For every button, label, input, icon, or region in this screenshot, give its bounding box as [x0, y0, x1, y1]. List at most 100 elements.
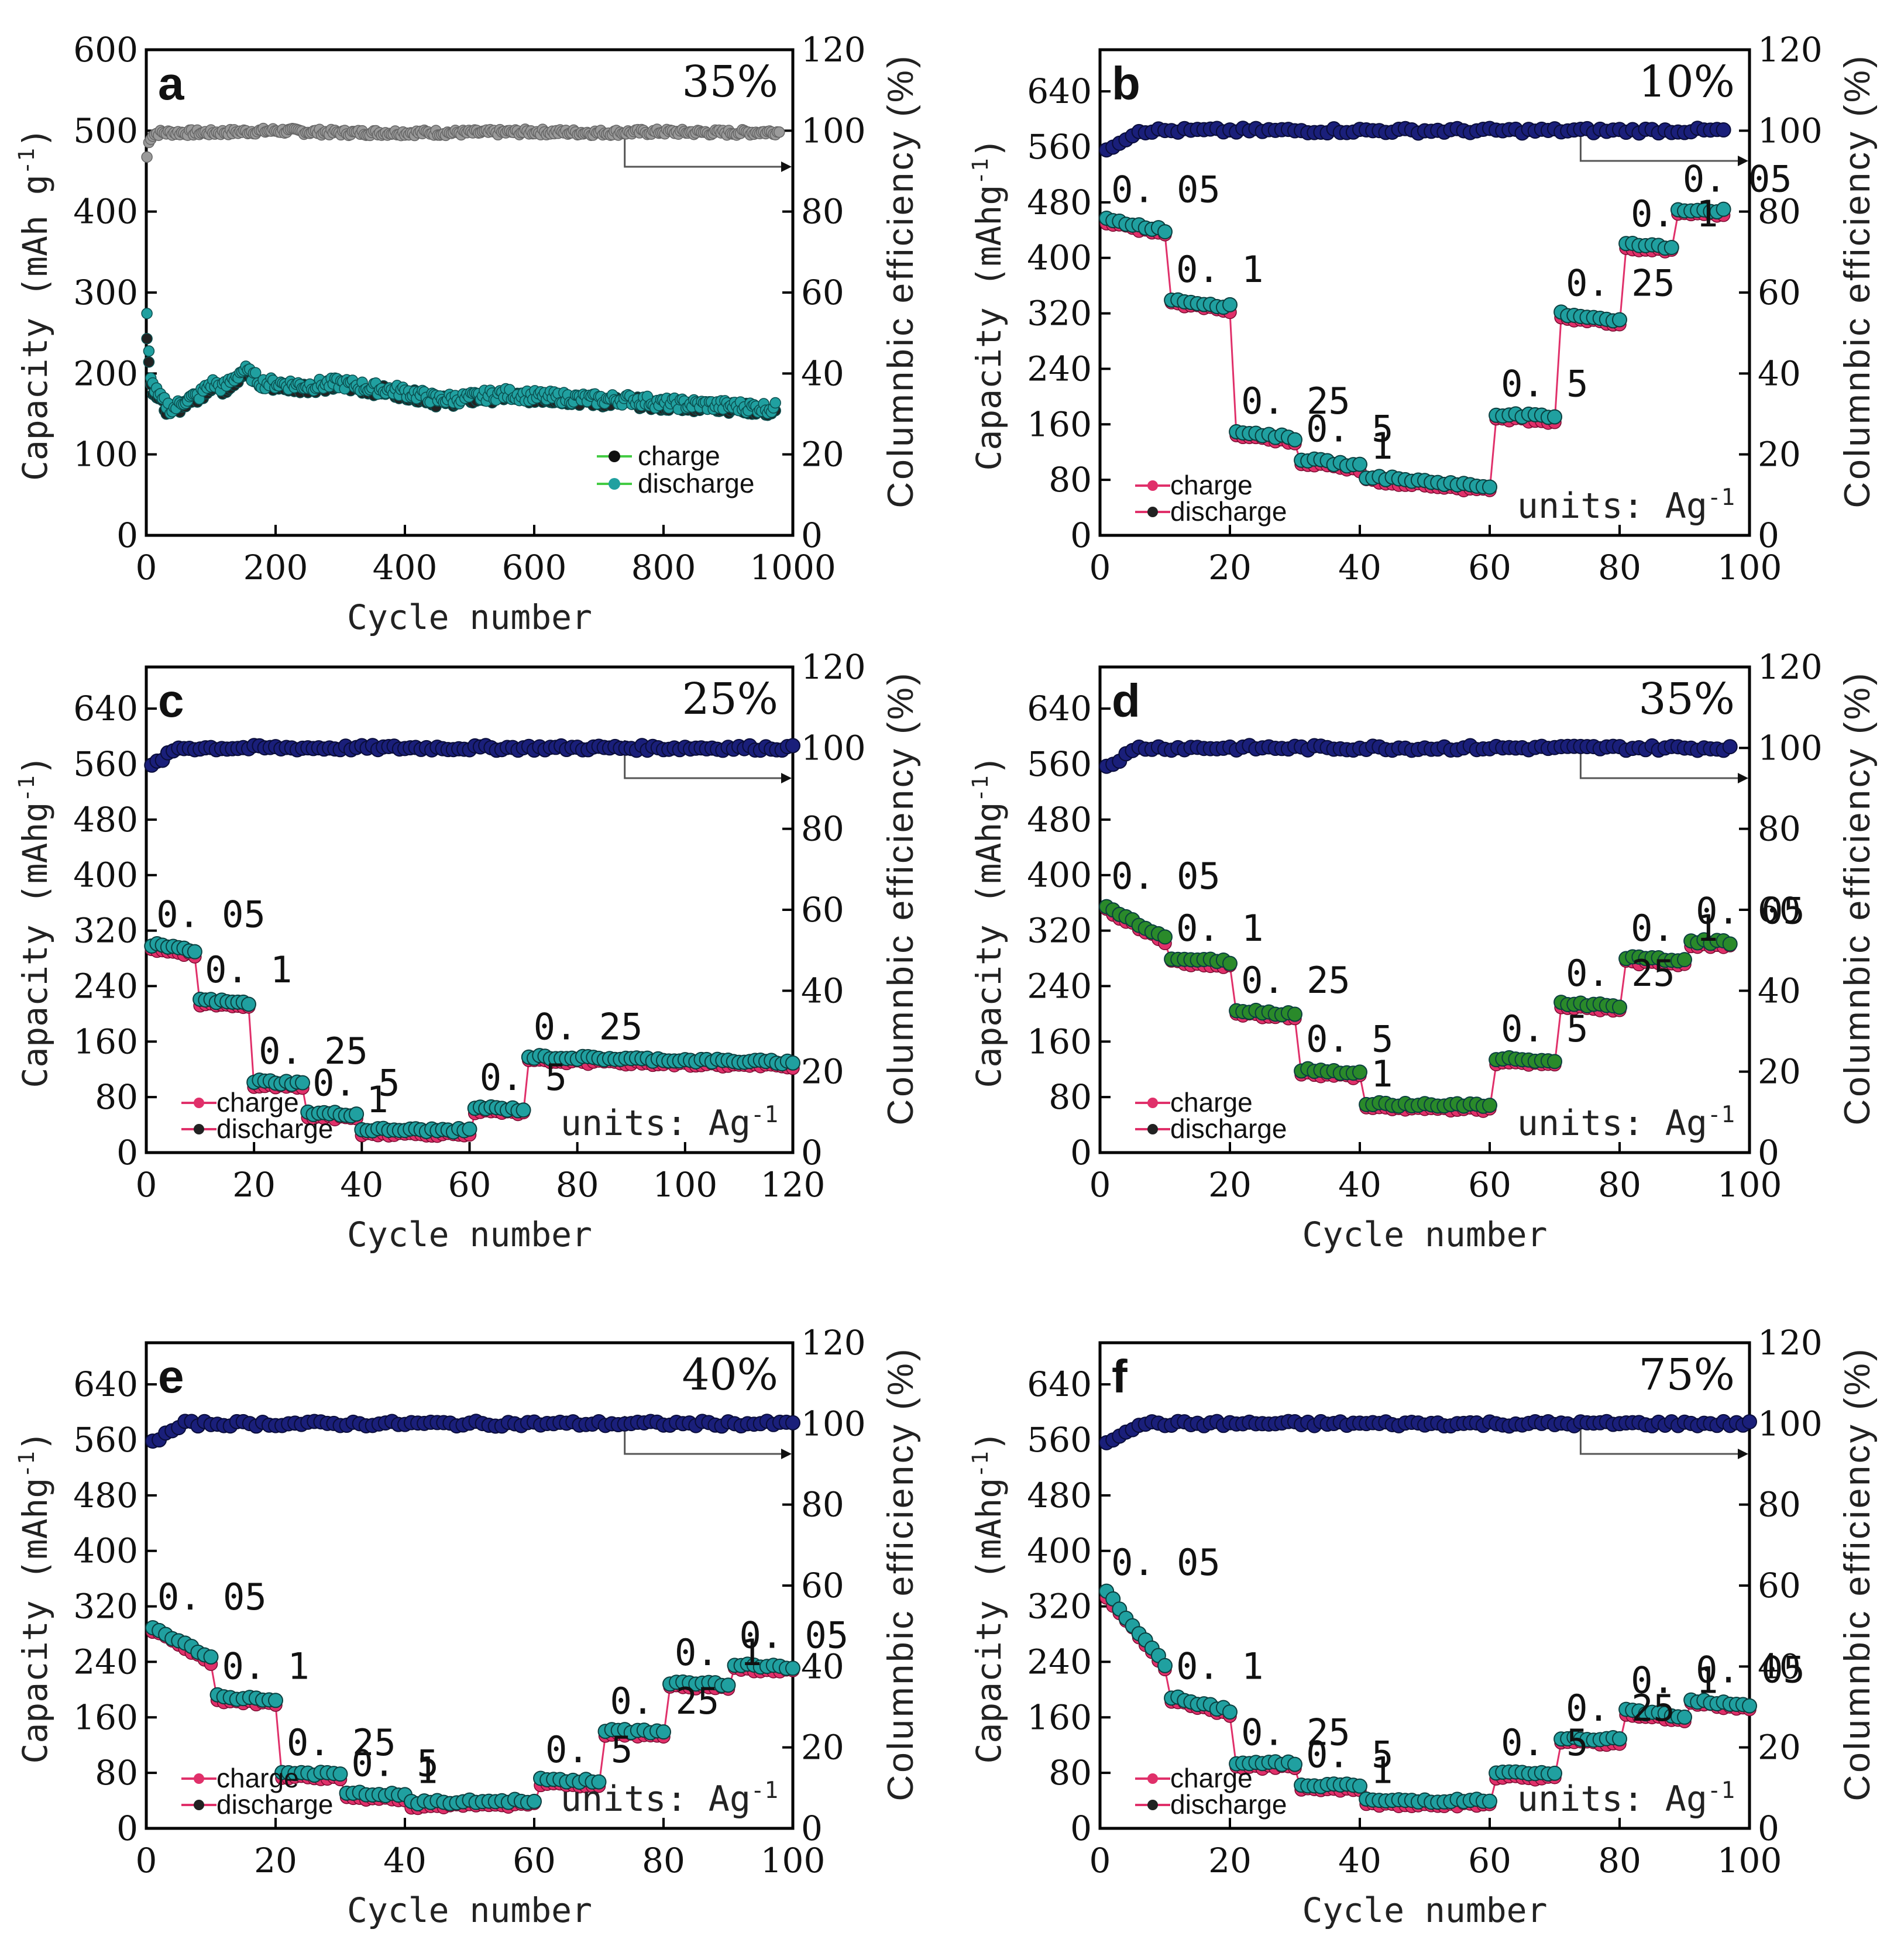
percent-label: 10%: [1639, 57, 1735, 107]
legend-charge: charge: [1170, 470, 1253, 500]
discharge-point: [1157, 224, 1173, 240]
rate-label: 0. 05: [157, 1576, 267, 1618]
y2-tick-label: 60: [801, 273, 844, 312]
legend-marker-discharge: [609, 478, 620, 490]
legend-marker-discharge: [194, 1800, 204, 1810]
x-tick-label: 0: [136, 1841, 157, 1880]
x-axis-label: Cycle number: [1302, 1890, 1547, 1930]
y-tick-label: 400: [1027, 1531, 1092, 1571]
rate-label: 0. 5: [1501, 1721, 1588, 1764]
rate-label: 0. 25: [1241, 380, 1350, 422]
y2-tick-label: 0: [1758, 1808, 1779, 1848]
x-axis-label: Cycle number: [1302, 1215, 1547, 1254]
y-tick-label: 640: [73, 689, 138, 728]
rate-label: 0. 25: [1241, 1711, 1350, 1753]
y-tick-label: 560: [1027, 1420, 1092, 1460]
y-tick-label: 480: [1027, 1476, 1092, 1515]
y2-tick-label: 20: [801, 1052, 844, 1092]
legend-charge: charge: [1170, 1763, 1253, 1793]
panel-b: 0 20 40 60 80 1000801602403204004805606400204…: [967, 30, 1878, 587]
y-tick-label: 0: [1070, 1808, 1092, 1848]
discharge-point: [1677, 952, 1692, 968]
y2-tick-label: 0: [1758, 515, 1779, 555]
y-tick-label: 640: [73, 1364, 138, 1404]
y-tick-label: 0: [116, 515, 138, 555]
rate-label: 0. 05: [1111, 1541, 1221, 1584]
rate-label: 1: [1371, 1749, 1393, 1792]
y2-tick-label: 120: [801, 30, 866, 70]
efficiency-axis-arrow: [624, 129, 781, 168]
y-tick-label: 560: [1027, 744, 1092, 784]
y-tick-label: 160: [73, 1697, 138, 1737]
panel-d: 0 20 40 60 80 1000801602403204004805606400204…: [967, 647, 1878, 1254]
legend-marker-discharge: [1147, 1800, 1158, 1810]
y2-tick-label: 20: [801, 435, 844, 474]
y-tick-label: 80: [1049, 460, 1092, 500]
y2-tick-label: 100: [1758, 111, 1823, 150]
rate-label: 1: [416, 1749, 438, 1792]
legend-marker-discharge: [1147, 1124, 1158, 1134]
rate-label: 0. 05: [1683, 158, 1792, 201]
units-label: units: Ag-1: [561, 1777, 778, 1820]
legend-discharge: discharge: [1170, 496, 1287, 527]
units-label: units: Ag-1: [561, 1102, 778, 1144]
y-tick-label: 80: [95, 1077, 138, 1117]
rate-label: 0. 25: [610, 1680, 720, 1722]
discharge-point: [1677, 1709, 1692, 1725]
y2-tick-label: 80: [801, 192, 844, 232]
x-tick-label: 1000: [750, 548, 836, 587]
legend-marker-discharge: [194, 1124, 204, 1134]
efficiency-point: [1742, 1414, 1757, 1430]
efficiency-point: [785, 738, 800, 754]
y2-axis-label: Columnbic efficiency (%): [881, 1346, 921, 1801]
rate-label: 0. 5: [1306, 408, 1393, 451]
y2-tick-label: 40: [801, 353, 844, 393]
y-tick-label: 160: [73, 1022, 138, 1061]
x-tick-label: 20: [232, 1165, 276, 1205]
units-label: units: Ag-1: [1517, 1102, 1735, 1144]
y-tick-label: 640: [1027, 1364, 1092, 1404]
discharge-point: [143, 345, 155, 357]
rate-label: 0. 05: [1111, 855, 1221, 898]
x-tick-label: 80: [1598, 548, 1641, 587]
rate-label: 0. 1: [1176, 1645, 1263, 1688]
efficiency-point: [1722, 739, 1738, 755]
y-tick-label: 240: [1027, 966, 1092, 1006]
y-tick-label: 160: [1027, 1022, 1092, 1061]
y-tick-label: 560: [1027, 127, 1092, 167]
y2-tick-label: 0: [1758, 1133, 1779, 1172]
x-tick-label: 200: [243, 548, 308, 587]
y-tick-label: 80: [95, 1753, 138, 1793]
y2-tick-label: 0: [801, 1133, 823, 1172]
arrow-head: [781, 161, 792, 172]
discharge-point: [268, 1693, 283, 1708]
rate-label: 0. 1: [675, 1631, 762, 1674]
discharge-point: [203, 1649, 219, 1665]
y2-tick-label: 80: [801, 1485, 844, 1525]
efficiency-point: [1716, 122, 1731, 138]
discharge-point: [769, 397, 781, 409]
y-tick-label: 400: [73, 192, 138, 232]
legend-discharge: discharge: [216, 1113, 333, 1144]
efficiency-point: [774, 126, 785, 138]
rate-label: 0. 05: [1696, 1649, 1805, 1691]
units-label: units: Ag-1: [1517, 1777, 1735, 1820]
arrow-head: [781, 773, 792, 783]
x-tick-label: 60: [1468, 1841, 1511, 1880]
legend-marker-charge: [194, 1098, 204, 1108]
y-tick-label: 640: [1027, 71, 1092, 111]
y2-tick-label: 100: [801, 1404, 866, 1443]
units-label: units: Ag-1: [1517, 484, 1735, 527]
y-tick-label: 160: [1027, 404, 1092, 444]
discharge-point: [1287, 1006, 1302, 1022]
x-axis-label: Cycle number: [347, 1890, 592, 1930]
rate-label: 0. 1: [1631, 192, 1718, 235]
discharge-point: [515, 1102, 531, 1118]
y-axis-label: Capacity (mAhg-1): [13, 1431, 55, 1763]
y2-tick-label: 80: [1758, 809, 1801, 849]
discharge-point: [1612, 312, 1627, 328]
y-tick-label: 240: [73, 1642, 138, 1682]
y-tick-label: 560: [73, 1420, 138, 1460]
rate-label: 0. 25: [1241, 959, 1350, 1002]
discharge-point: [1482, 1793, 1497, 1809]
